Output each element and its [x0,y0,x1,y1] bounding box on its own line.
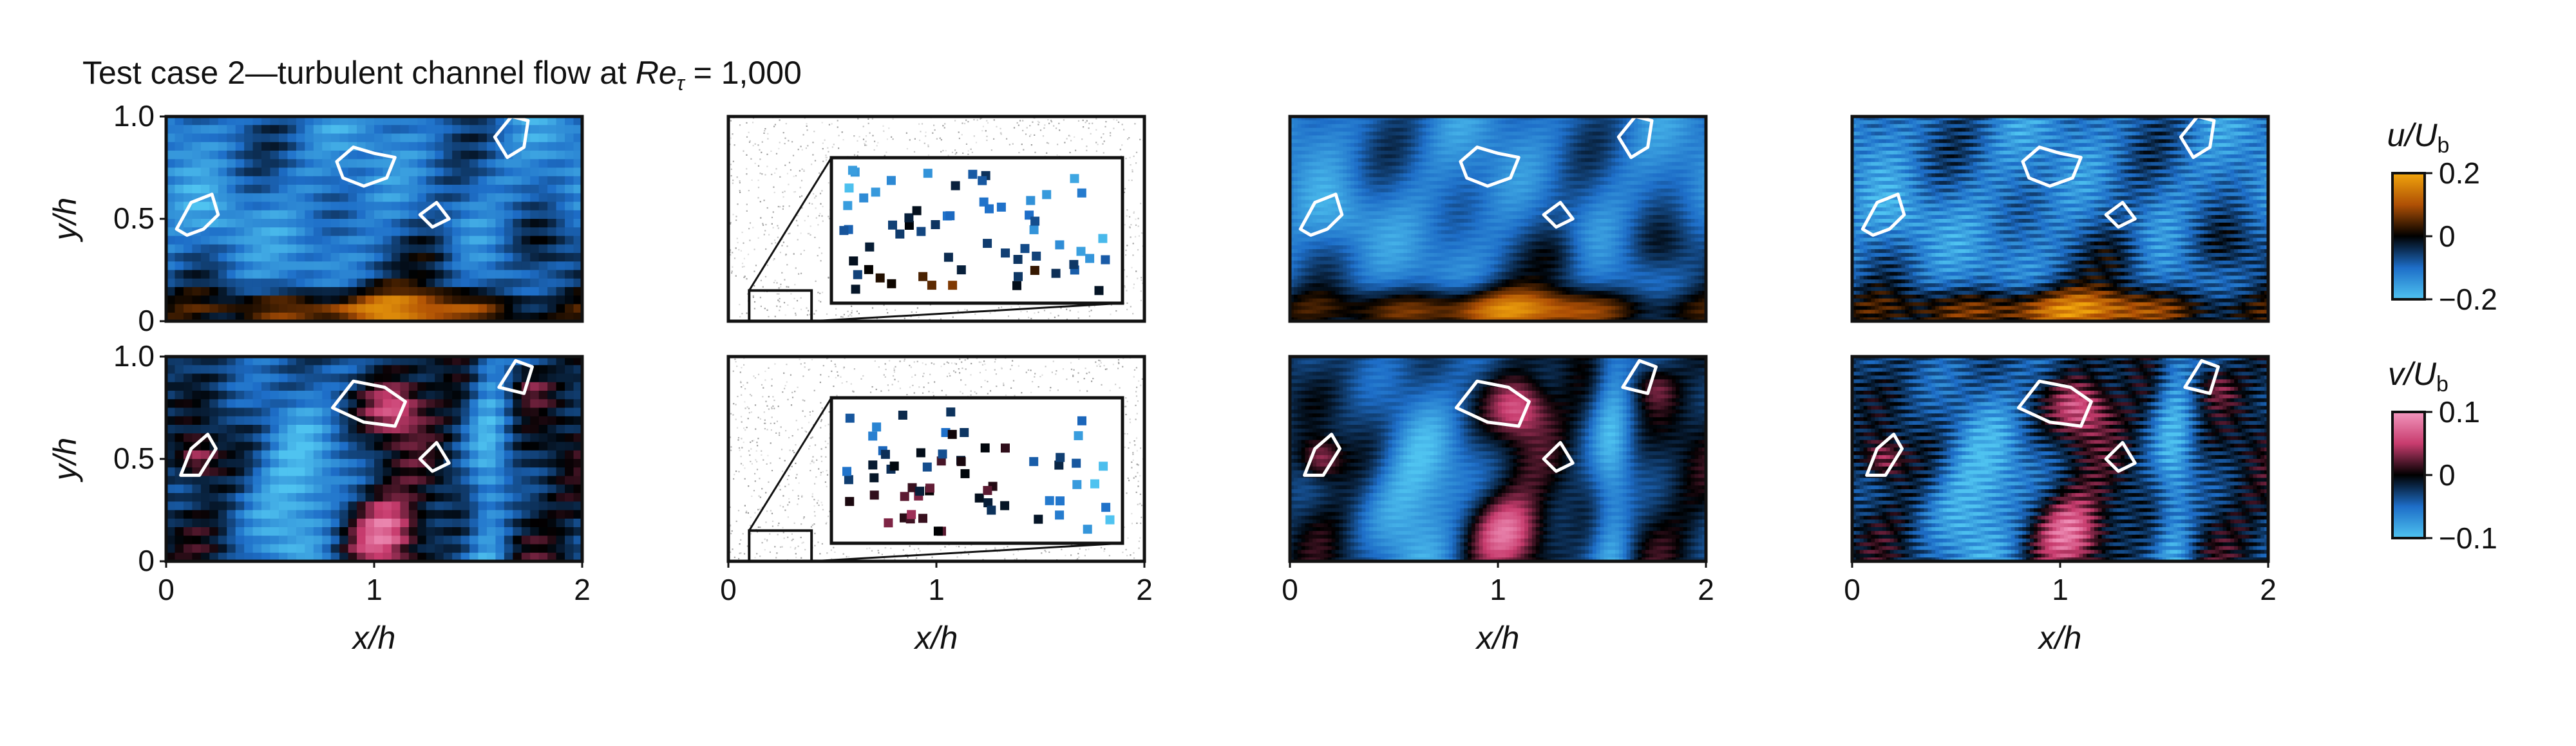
ytick-label-row1-1: 0 [138,304,155,337]
panel-u-col1 [166,117,582,321]
panel-u-col1-contour-1 [175,192,220,237]
panel-u-col4-contour-1 [1861,192,1906,237]
xtick-label-col4-1: 0 [1844,573,1861,606]
panel-v-col1 [166,357,582,561]
xtick-label-col1-3: 2 [574,573,591,606]
panel-v-col3-contour-1 [1303,433,1341,477]
panel-v-col4-contour-1 [1865,433,1904,477]
xtick-label-col2-1: 0 [720,573,737,606]
xlabel-col1: x/h [352,620,396,656]
panel-v-col4-contour-4 [2104,441,2137,473]
colorbar-v [2391,411,2426,539]
xlabel-col2: x/h [914,620,958,656]
xtick-label-col4-3: 2 [2260,573,2277,606]
colorbar-u-tick-2: 0 [2439,219,2456,253]
panel-u-col3-contour-2 [1459,145,1520,188]
panel-v-col1-contour-1 [179,433,218,477]
panel-u-col3-frame [1288,115,1708,323]
xtick-label-col3-3: 2 [1698,573,1714,606]
xtick-label-col3-1: 0 [1282,573,1298,606]
ytick-label-row1-2: 0.5 [113,201,155,235]
xtick-label-col4-2: 1 [2052,573,2069,606]
panel-u-col4-contour-2 [2021,145,2083,188]
xlabel-col3: x/h [1475,620,1520,656]
colorbar-u [2391,172,2426,301]
panel-u-col1-contour-3 [493,117,530,160]
panel-v-col4 [1852,357,2268,561]
panel-u-col2 [728,117,1144,321]
colorbar-v-tick-2: 0 [2439,458,2456,492]
panel-v-col2 [728,357,1144,561]
panel-v-col1-contour-2 [330,379,407,428]
panel-u-col3 [1290,117,1706,321]
panel-v-col4-contour-3 [2183,359,2220,395]
panel-u-col4-frame [1850,115,2270,323]
xlabel-col4: x/h [2038,620,2082,656]
xtick-label-col2-2: 1 [928,573,945,606]
panel-u-col3-contour-3 [1616,117,1654,160]
colorbar-u-tick-1: 0.2 [2439,156,2480,190]
xtick-label-col3-2: 1 [1490,573,1506,606]
xtick-label-col1-2: 1 [366,573,383,606]
ylabel-row2: y/h [47,438,83,483]
panel-v-col3 [1290,357,1706,561]
panel-v-col3-contour-3 [1621,359,1658,395]
xtick-label-col1-1: 0 [158,573,175,606]
panel-u-col1-contour-4 [418,201,451,229]
panel-v-col3-contour-2 [1454,379,1531,428]
panel-u-col1-contour-2 [335,145,397,188]
panel-u-col3-contour-4 [1542,201,1575,229]
panels-group [166,117,2268,561]
panel-u-col3-contour-1 [1298,192,1344,237]
ylabel-row1: y/h [47,198,83,243]
ytick-label-row2-1: 0 [138,544,155,577]
colorbars-group: u/Ub0.2 0 −0.2 v/Ub0.1 0 −0.1 [2387,117,2497,555]
colorbar-v-label: v/Ub [2388,356,2448,396]
colorbar-u-tick-3: −0.2 [2439,283,2497,316]
panel-v-col4-contour-2 [2016,379,2093,428]
panel-u-col4 [1852,117,2268,321]
panel-v-col3-contour-4 [1542,441,1575,473]
axes-group: 0 0.5 1.0 y/h 0 0.5 1.0 y/h 0 1 2 x/h 0 1 2 x/h 0 1 2 x/h 0 1… [47,99,2277,656]
colorbar-u-label: u/Ub [2387,117,2450,158]
panel-v-col1-contour-3 [497,359,534,395]
panel-u-col4-contour-4 [2104,201,2137,229]
panel-v-col1-contour-4 [418,441,451,473]
figure-title: Test case 2—turbulent channel flow at Re… [82,54,802,95]
colorbar-v-tick-3: −0.1 [2439,521,2497,555]
ytick-label-row2-2: 0.5 [113,442,155,475]
xtick-label-col2-3: 2 [1136,573,1153,606]
panel-u-col4-contour-3 [2179,117,2216,160]
ytick-label-row1-3: 1.0 [113,99,155,133]
ytick-label-row2-3: 1.0 [113,339,155,373]
panel-u-col2-frame [726,115,1146,323]
colorbar-v-tick-1: 0.1 [2439,395,2480,429]
